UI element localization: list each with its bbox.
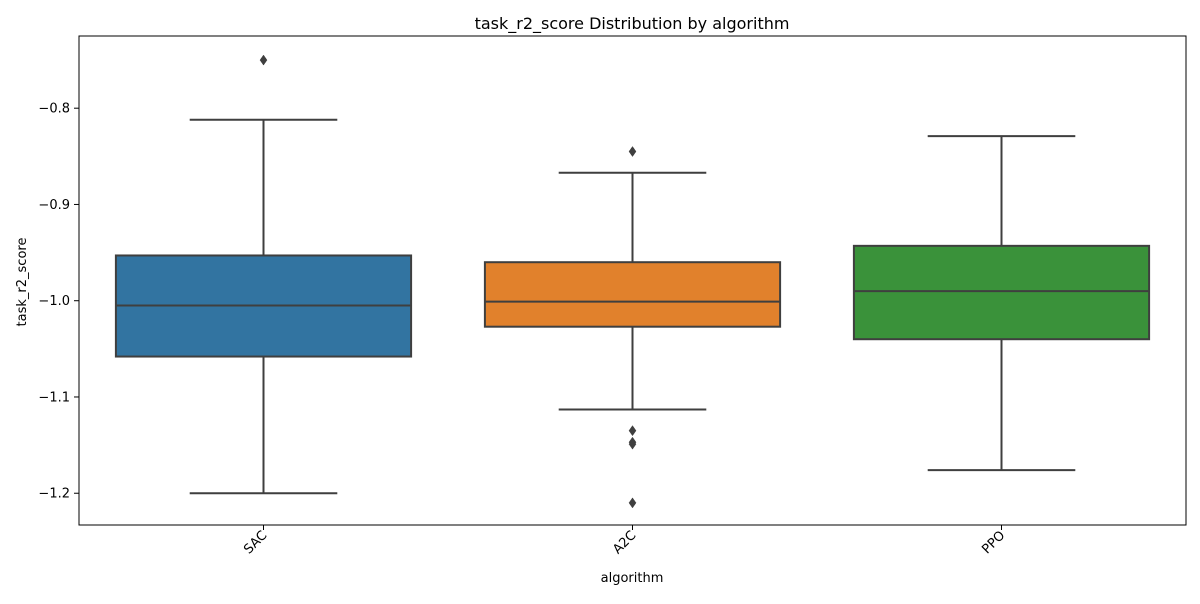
box-group-a2c <box>483 146 782 509</box>
outlier-point-a2c <box>628 146 637 157</box>
outlier-point-a2c <box>628 497 637 509</box>
x-axis: SAC A2C PPO <box>241 525 1008 557</box>
y-axis: −0.8 −0.9 −1.0 −1.1 −1.2 <box>38 102 79 502</box>
y-tick-label: −0.8 <box>38 102 70 117</box>
outlier-point-a2c <box>628 438 637 450</box>
outlier-point-sac <box>259 54 268 66</box>
y-tick-label: −0.9 <box>38 198 70 213</box>
x-tick-label-a2c: A2C <box>610 528 639 557</box>
y-tick-label: −1.1 <box>38 390 70 405</box>
x-tick-label-ppo: PPO <box>979 528 1008 557</box>
x-tick-label-sac: SAC <box>241 528 270 557</box>
box-a2c <box>483 261 782 328</box>
chart-title: task_r2_score Distribution by algorithm <box>475 14 790 34</box>
x-axis-label: algorithm <box>601 571 664 586</box>
box-ppo <box>852 244 1151 341</box>
box-group-sac <box>114 54 413 495</box>
plot-area <box>114 54 1151 509</box>
y-axis-label: task_r2_score <box>15 238 30 327</box>
y-tick-label: −1.0 <box>38 294 70 309</box>
outlier-point-a2c <box>628 425 637 437</box>
box-group-ppo <box>852 135 1151 472</box>
y-tick-label: −1.2 <box>38 487 70 502</box>
